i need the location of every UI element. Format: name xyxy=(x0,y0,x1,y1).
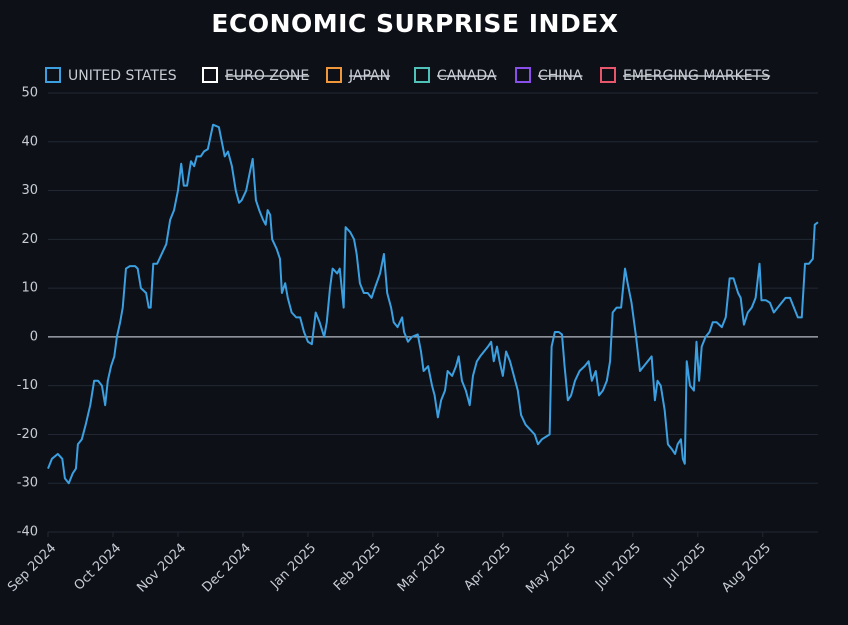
legend-label[interactable]: JAPAN xyxy=(348,68,390,84)
y-tick-label: 50 xyxy=(21,86,38,101)
legend-swatch[interactable] xyxy=(326,67,342,83)
legend-label[interactable]: EURO ZONE xyxy=(225,68,309,84)
y-tick-label: -10 xyxy=(17,378,38,393)
legend-label[interactable]: EMERGING MARKETS xyxy=(623,68,770,84)
y-tick-label: 30 xyxy=(21,183,38,198)
y-tick-label: 10 xyxy=(21,281,38,296)
data-line xyxy=(47,123,819,485)
y-tick-label: -30 xyxy=(17,476,38,491)
legend-swatch[interactable] xyxy=(600,67,616,83)
y-tick-label: 0 xyxy=(30,329,38,344)
legend-label[interactable]: CHINA xyxy=(538,68,583,84)
y-tick-label: -40 xyxy=(17,525,38,540)
chart-title: ECONOMIC SURPRISE INDEX xyxy=(211,9,618,38)
y-tick-label: -20 xyxy=(17,427,38,442)
y-tick-label: 40 xyxy=(21,134,38,149)
legend-swatch[interactable] xyxy=(414,67,430,83)
legend-swatch[interactable] xyxy=(45,67,61,83)
legend-swatch[interactable] xyxy=(515,67,531,83)
y-tick-label: 20 xyxy=(21,232,38,247)
legend-label[interactable]: CANADA xyxy=(437,68,497,84)
legend-label[interactable]: UNITED STATES xyxy=(68,68,177,84)
legend-swatch[interactable] xyxy=(202,67,218,83)
